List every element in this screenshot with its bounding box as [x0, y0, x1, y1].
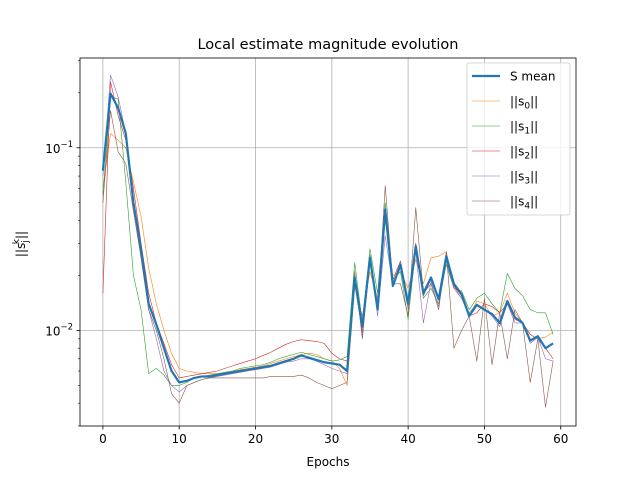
legend-entry: ||s4|| [510, 195, 538, 212]
legend-entry: ||s1|| [510, 120, 538, 137]
legend: S mean ||s0|| ||s1|| ||s2|| ||s3|| ||s4|| [466, 62, 571, 216]
x-tick-label: 60 [553, 432, 568, 446]
legend-entry: ||s3|| [510, 170, 538, 187]
x-tick-label: 40 [400, 432, 415, 446]
series-line-s4 [102, 110, 554, 408]
series-layer [101, 74, 554, 408]
series-line-s1 [102, 96, 554, 386]
x-tick-label: 30 [324, 432, 339, 446]
x-tick-label: 50 [477, 432, 492, 446]
chart-title: Local estimate magnitude evolution [197, 37, 458, 53]
x-tick-label: 20 [248, 432, 263, 446]
x-tick-label: 10 [172, 432, 187, 446]
y-axis-label: ||sjk|| [12, 231, 31, 257]
legend-box [466, 62, 571, 216]
legend-entry: ||s0|| [510, 95, 538, 112]
x-tick-label: 0 [99, 432, 107, 446]
y-tick-label: 10−2 [45, 322, 73, 338]
plot-frame [79, 57, 577, 427]
y-tick-label: 10−1 [45, 140, 73, 156]
legend-entry: ||s2|| [510, 145, 538, 162]
legend-entry: S mean [510, 70, 555, 84]
axis-ticks: 0 10 20 30 40 50 60 10−2 10−1 [45, 60, 568, 446]
x-axis-label: Epochs [307, 455, 350, 469]
series-line-s-mean [101, 92, 554, 384]
series-line-s2 [102, 81, 554, 379]
